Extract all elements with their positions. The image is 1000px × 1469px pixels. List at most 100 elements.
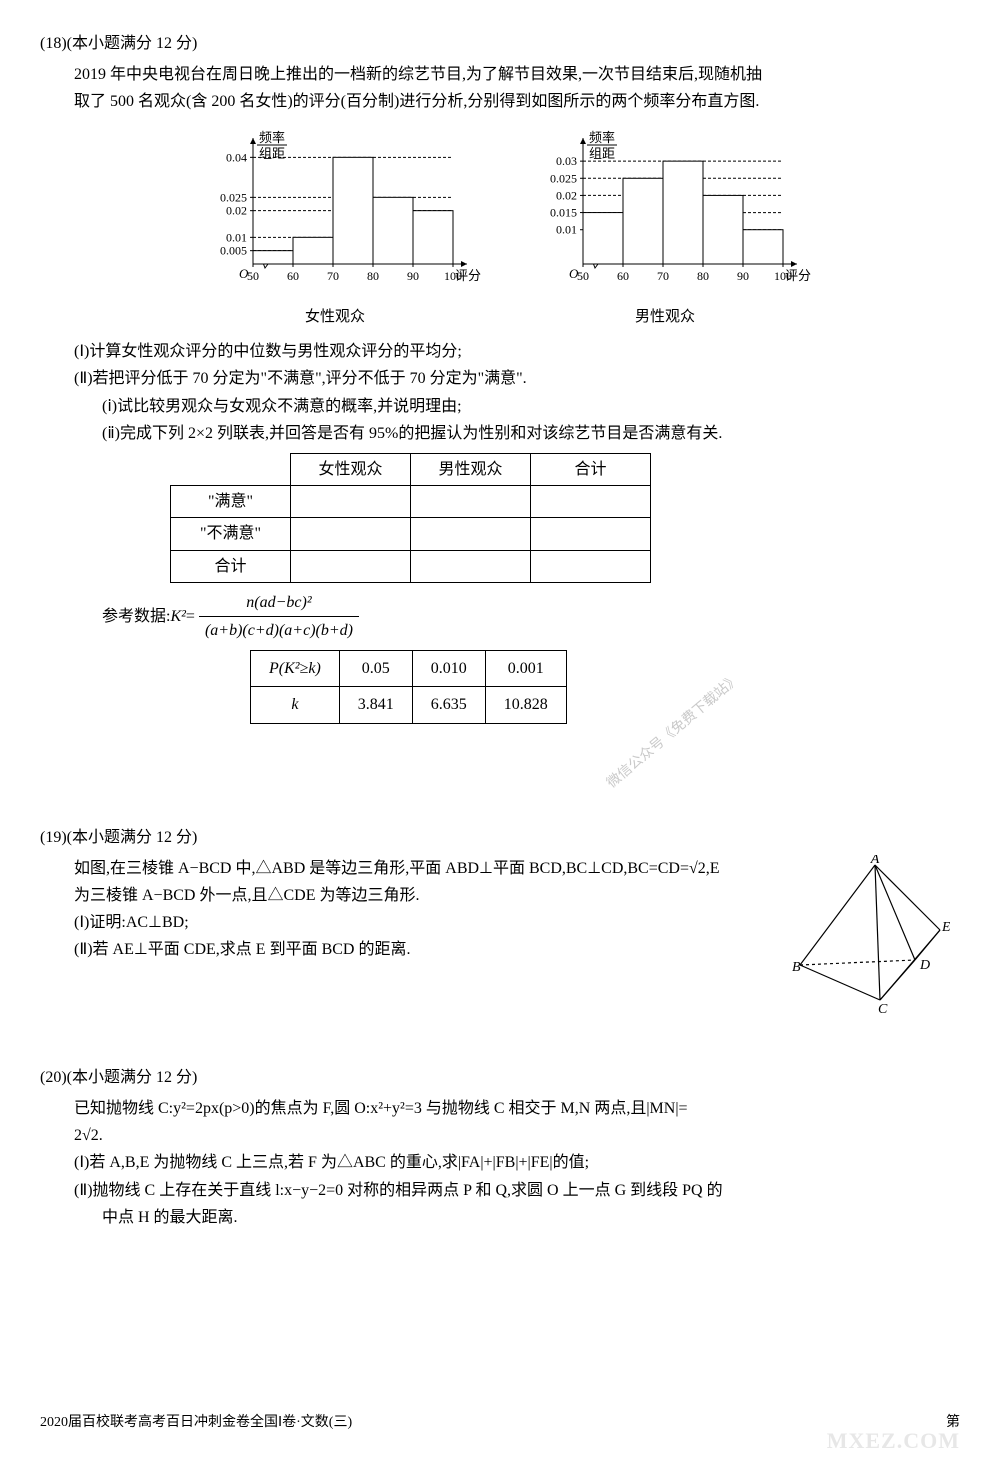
- table-row: "不满意": [171, 518, 651, 550]
- ct-rowhead: "不满意": [171, 518, 291, 550]
- crit-cell: 3.841: [339, 687, 412, 723]
- ct-cell: [531, 486, 651, 518]
- ct-cell: [411, 486, 531, 518]
- footer-left: 2020届百校联考高考百日冲刺金卷全国Ⅰ卷·文数(三): [40, 1411, 352, 1435]
- watermark: MXEZ.COM: [827, 1422, 960, 1459]
- problem-18: (18)(本小题满分 12 分) 2019 年中央电视台在周日晚上推出的一档新的…: [40, 30, 960, 724]
- contingency-table: 女性观众 男性观众 合计 "满意" "不满意" 合计: [170, 453, 651, 583]
- formula-fraction: n(ad−bc)² (a+b)(c+d)(a+c)(b+d): [199, 589, 359, 644]
- table-row: P(K²≥k) 0.05 0.010 0.001: [251, 651, 567, 687]
- svg-text:100: 100: [444, 269, 462, 283]
- q18-line2: 取了 500 名观众(含 200 名女性)的评分(百分制)进行分析,分别得到如图…: [74, 88, 960, 115]
- svg-text:0.01: 0.01: [226, 230, 247, 244]
- q18-part-II-i: (ⅰ)试比较男观众与女观众不满意的概率,并说明理由;: [40, 393, 960, 420]
- ct-cell: [291, 518, 411, 550]
- ct-head: 男性观众: [411, 454, 531, 486]
- svg-text:60: 60: [617, 269, 629, 283]
- ct-cell: [531, 550, 651, 582]
- problem-20: (20)(本小题满分 12 分) 已知抛物线 C:y²=2px(p>0)的焦点为…: [40, 1064, 960, 1231]
- svg-text:0.03: 0.03: [556, 154, 577, 168]
- q20-part-II-b: 中点 H 的最大距离.: [40, 1204, 960, 1231]
- svg-text:70: 70: [657, 269, 669, 283]
- crit-cell: 0.010: [412, 651, 485, 687]
- q19-part-II: (Ⅱ)若 AE⊥平面 CDE,求点 E 到平面 BCD 的距离.: [40, 936, 780, 963]
- problem-19: (19)(本小题满分 12 分) 如图,在三棱锥 A−BCD 中,△ABD 是等…: [40, 824, 960, 1024]
- label-B: B: [792, 960, 801, 975]
- svg-text:80: 80: [697, 269, 709, 283]
- contingency-table-wrap: 女性观众 男性观众 合计 "满意" "不满意" 合计: [40, 453, 960, 583]
- critical-table-wrap: P(K²≥k) 0.05 0.010 0.001 k 3.841 6.635 1…: [40, 650, 960, 723]
- male-chart-block: 频率组距评分O0.030.0250.020.0150.0150607080901…: [515, 124, 815, 331]
- crit-cell: 0.001: [485, 651, 566, 687]
- crit-cell: 10.828: [485, 687, 566, 723]
- svg-text:70: 70: [327, 269, 339, 283]
- q20-part-I: (Ⅰ)若 A,B,E 为抛物线 C 上三点,若 F 为△ABC 的重心,求|FA…: [40, 1149, 960, 1176]
- svg-text:0.02: 0.02: [226, 203, 247, 217]
- table-row: 合计: [171, 550, 651, 582]
- female-chart-block: 频率组距评分O0.040.0250.020.010.00550607080901…: [185, 124, 485, 331]
- ct-head: 女性观众: [291, 454, 411, 486]
- svg-text:0.02: 0.02: [556, 188, 577, 202]
- ct-cell: [411, 550, 531, 582]
- formula-den: (a+b)(c+d)(a+c)(b+d): [199, 617, 359, 644]
- k2-formula: 参考数据: K² = n(ad−bc)² (a+b)(c+d)(a+c)(b+d…: [40, 589, 960, 644]
- formula-num: n(ad−bc)²: [199, 589, 359, 617]
- ct-cell: [291, 486, 411, 518]
- ct-blank: [171, 454, 291, 486]
- tetrahedron-svg: A B C D E: [780, 855, 950, 1015]
- q19-header: (19)(本小题满分 12 分): [40, 824, 960, 851]
- q19-body: 如图,在三棱锥 A−BCD 中,△ABD 是等边三角形,平面 ABD⊥平面 BC…: [40, 855, 780, 909]
- svg-text:组距: 组距: [589, 146, 615, 161]
- svg-text:0.025: 0.025: [550, 171, 577, 185]
- ct-cell: [531, 518, 651, 550]
- male-histogram: 频率组距评分O0.030.0250.020.0150.0150607080901…: [515, 124, 815, 294]
- svg-text:0.025: 0.025: [220, 190, 247, 204]
- ct-cell: [411, 518, 531, 550]
- svg-text:90: 90: [407, 269, 419, 283]
- q19-part-I: (Ⅰ)证明:AC⊥BD;: [40, 909, 780, 936]
- label-C: C: [878, 1002, 888, 1015]
- label-E: E: [941, 920, 950, 935]
- ct-cell: [291, 550, 411, 582]
- svg-text:60: 60: [287, 269, 299, 283]
- svg-text:0.015: 0.015: [550, 205, 577, 219]
- formula-k2: K²: [170, 603, 185, 630]
- q20-body: 已知抛物线 C:y²=2px(p>0)的焦点为 F,圆 O:x²+y²=3 与抛…: [40, 1095, 960, 1149]
- svg-text:组距: 组距: [259, 146, 285, 161]
- crit-head: P(K²≥k): [251, 651, 340, 687]
- svg-text:0.005: 0.005: [220, 243, 247, 257]
- crit-cell: 6.635: [412, 687, 485, 723]
- svg-text:0.04: 0.04: [226, 150, 247, 164]
- ct-head: 合计: [531, 454, 651, 486]
- svg-text:50: 50: [247, 269, 259, 283]
- page-footer: 2020届百校联考高考百日冲刺金卷全国Ⅰ卷·文数(三) 第: [40, 1411, 960, 1435]
- female-caption: 女性观众: [185, 305, 485, 331]
- svg-text:50: 50: [577, 269, 589, 283]
- female-histogram: 频率组距评分O0.040.0250.020.010.00550607080901…: [185, 124, 485, 294]
- table-row: 女性观众 男性观众 合计: [171, 454, 651, 486]
- critical-table: P(K²≥k) 0.05 0.010 0.001 k 3.841 6.635 1…: [250, 650, 567, 723]
- table-row: "满意": [171, 486, 651, 518]
- svg-text:0.01: 0.01: [556, 222, 577, 236]
- crit-head: k: [251, 687, 340, 723]
- q19-line1: 如图,在三棱锥 A−BCD 中,△ABD 是等边三角形,平面 ABD⊥平面 BC…: [74, 855, 780, 882]
- q20-part-II-a: (Ⅱ)抛物线 C 上存在关于直线 l:x−y−2=0 对称的相异两点 P 和 Q…: [40, 1177, 960, 1204]
- q18-line1: 2019 年中央电视台在周日晚上推出的一档新的综艺节目,为了解节目效果,一次节目…: [74, 61, 960, 88]
- svg-text:频率: 频率: [589, 130, 615, 145]
- q20-line2: 2√2.: [74, 1122, 960, 1149]
- formula-prefix: 参考数据:: [102, 603, 170, 630]
- q18-body: 2019 年中央电视台在周日晚上推出的一档新的综艺节目,为了解节目效果,一次节目…: [40, 61, 960, 115]
- q20-header: (20)(本小题满分 12 分): [40, 1064, 960, 1091]
- ct-rowhead: 合计: [171, 550, 291, 582]
- q18-part-II-ii: (ⅱ)完成下列 2×2 列联表,并回答是否有 95%的把握认为性别和对该综艺节目…: [40, 420, 960, 447]
- q18-part-II: (Ⅱ)若把评分低于 70 分定为"不满意",评分不低于 70 分定为"满意".: [40, 365, 960, 392]
- charts-container: 频率组距评分O0.040.0250.020.010.00550607080901…: [40, 124, 960, 331]
- q18-header: (18)(本小题满分 12 分): [40, 30, 960, 57]
- svg-text:80: 80: [367, 269, 379, 283]
- crit-cell: 0.05: [339, 651, 412, 687]
- ct-rowhead: "满意": [171, 486, 291, 518]
- male-caption: 男性观众: [515, 305, 815, 331]
- tetrahedron-figure: A B C D E: [780, 855, 960, 1024]
- q19-line2: 为三棱锥 A−BCD 外一点,且△CDE 为等边三角形.: [74, 882, 780, 909]
- q20-line1: 已知抛物线 C:y²=2px(p>0)的焦点为 F,圆 O:x²+y²=3 与抛…: [74, 1095, 960, 1122]
